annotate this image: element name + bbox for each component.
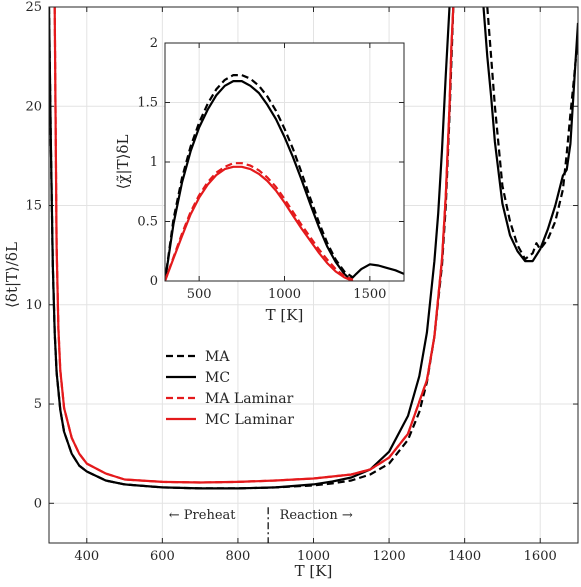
main-y-tick-label: 25	[25, 0, 42, 15]
inset-x-tick-label: 500	[187, 287, 212, 302]
inset-y-tick-label: 0	[150, 274, 158, 289]
inset-y-tick-label: 1.5	[137, 96, 158, 111]
inset-y-tick-label: 0.5	[137, 215, 158, 230]
main-x-tick-label: 1600	[524, 549, 557, 564]
main-y-tick-label: 15	[25, 199, 42, 214]
main-y-axis-label: ⟨δt|T⟩/δL	[3, 242, 21, 308]
main-x-tick-label: 1200	[373, 549, 406, 564]
main-frame	[48, 6, 579, 544]
legend-label-ma: MA	[205, 349, 230, 365]
main-x-tick-label: 600	[150, 549, 175, 564]
inset-x-tick-label: 1000	[268, 287, 301, 302]
legend-label-mc-laminar: MC Laminar	[205, 412, 294, 428]
main-series-mc	[49, 7, 451, 490]
preheat-label: ← Preheat	[169, 508, 236, 523]
main-x-tick-label: 400	[74, 549, 99, 564]
legend: MA MC MA Laminar MC Laminar	[166, 349, 294, 428]
reaction-label: Reaction →	[280, 508, 353, 523]
phase-annotations: ← Preheat Reaction →	[169, 507, 353, 543]
main-y-tick-label: 0	[34, 496, 42, 511]
inset-x-tick-label: 1500	[353, 287, 386, 302]
inset-y-tick-label: 1	[150, 155, 158, 170]
main-y-tick-label: 5	[34, 397, 42, 412]
inset-series-mc-laminar	[165, 165, 354, 281]
inset-series-ma-laminar	[165, 162, 354, 281]
main-series-ma	[486, 7, 578, 261]
main-series-mc	[482, 7, 578, 263]
inset-series-mc	[165, 79, 404, 281]
inset-x-axis-label: T [K]	[266, 306, 304, 324]
main-x-tick-label: 1400	[448, 549, 481, 564]
inset-series-ma	[165, 73, 354, 281]
main-series-mc-laminar	[53, 7, 455, 484]
main-x-tick-label: 1000	[297, 549, 330, 564]
main-y-tick-label: 10	[25, 298, 42, 313]
main-y-tick-label: 20	[25, 99, 42, 114]
inset-y-axis-label: ⟨χ̃|T⟩δL	[114, 135, 132, 190]
legend-label-ma-laminar: MA Laminar	[205, 391, 294, 407]
main-x-tick-label: 800	[226, 549, 251, 564]
inset-frame	[164, 42, 405, 282]
inset-y-tick-label: 2	[150, 36, 158, 51]
inset-plot: 500 1000 1500 0 0.5 1 1.5 2 T [K] ⟨χ̃|T⟩δL	[114, 36, 405, 324]
legend-label-mc: MC	[205, 370, 230, 386]
main-x-axis-label: T [K]	[295, 562, 333, 580]
